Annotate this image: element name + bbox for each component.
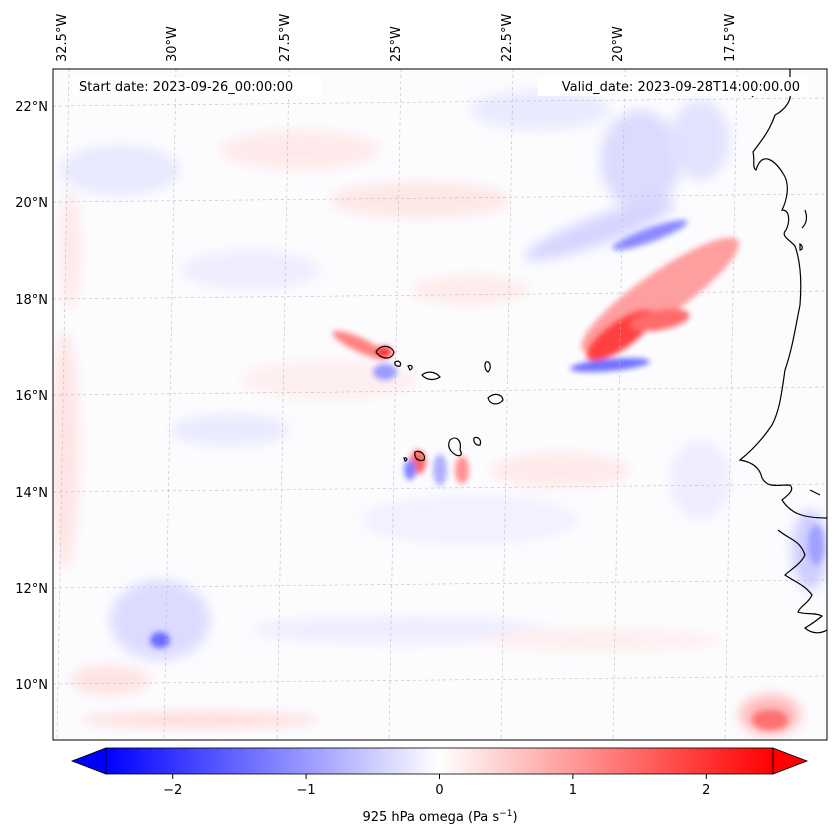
lon-label: 30°W (165, 26, 180, 62)
africa-coastline (777, 529, 827, 634)
gambia-river (809, 489, 821, 496)
colorbar-tick-label: 0 (435, 783, 443, 798)
island-sao-vicente (394, 360, 402, 367)
omega-patch (360, 495, 580, 545)
omega-patch (410, 275, 530, 305)
lat-label: 18°N (15, 293, 48, 308)
omega-patch (60, 145, 180, 195)
lon-label: 32.5°W (55, 14, 70, 62)
omega-patch (60, 190, 80, 310)
omega-patch (470, 90, 610, 130)
meridian-gridline (388, 69, 402, 740)
omega-patch (80, 712, 320, 728)
omega-field (53, 69, 827, 740)
colorbar-extend-max (772, 747, 809, 775)
island-brava (403, 457, 408, 462)
lon-label: 22.5°W (500, 14, 515, 62)
coast-detail (801, 209, 808, 229)
meridian-gridline (500, 69, 514, 740)
colorbar-tick-label: 1 (569, 783, 577, 798)
omega-patch (524, 199, 676, 261)
colorbar: −2 −1 0 1 2 925 hPa omega (Pa s−1) (70, 747, 809, 825)
omega-patch (330, 182, 510, 218)
island-maio (473, 436, 482, 446)
omega-patch (220, 130, 380, 170)
omega-streak-negative (433, 454, 447, 486)
omega-streak-negative (373, 364, 397, 380)
lon-label: 25°W (389, 26, 404, 62)
meridian-gridline (724, 69, 738, 740)
lon-label: 27.5°W (278, 14, 293, 62)
lat-label: 22°N (15, 100, 48, 115)
omega-patch (240, 360, 420, 400)
colorbar-tick-label: −2 (163, 783, 182, 798)
omega-patch (670, 100, 730, 180)
lat-label: 10°N (15, 678, 48, 693)
omega-streak-negative (150, 632, 170, 648)
omega-patch (110, 580, 210, 660)
colorbar-extend-min (70, 747, 107, 775)
omega-streak-negative (808, 525, 824, 565)
omega-patch (170, 414, 290, 446)
omega-streak-positive (752, 710, 788, 730)
island-fogo (414, 450, 425, 462)
lat-label: 20°N (15, 196, 48, 211)
island-santo-antao (375, 345, 395, 359)
island-santiago (448, 437, 462, 457)
omega-streak-positive (455, 456, 469, 484)
island-sao-nicolau (421, 371, 441, 381)
lon-label: 17.5°W (723, 14, 738, 62)
omega-patch (250, 616, 550, 644)
omega-streak-negative (570, 358, 650, 372)
lat-label: 16°N (15, 389, 48, 404)
omega-streak-positive (332, 330, 388, 360)
omega-patch (53, 330, 79, 570)
colorbar-tick-label: 2 (702, 783, 710, 798)
omega-patch (480, 628, 720, 652)
start-date-label: Start date: 2023-09-26_00:00:00 (79, 80, 293, 95)
start-date-box (72, 77, 322, 96)
map-panel: Start date: 2023-09-26_00:00:00 Valid_da… (52, 68, 828, 741)
lon-label: 20°W (611, 26, 626, 62)
valid-date-label: Valid_date: 2023-09-28T14:00:00.00 (562, 80, 800, 95)
island-santa-luzia (407, 364, 413, 371)
meridian-gridline (163, 69, 177, 740)
omega-streak-negative (404, 460, 416, 480)
lat-label: 14°N (15, 486, 48, 501)
latitude-labels: 22°N 20°N 18°N 16°N 14°N 12°N 10°N (15, 100, 48, 693)
colorbar-ticks: −2 −1 0 1 2 (163, 774, 710, 798)
omega-patch (180, 250, 320, 290)
meridian-gridline (612, 69, 626, 740)
lat-label: 12°N (15, 582, 48, 597)
omega-streak-positive (376, 346, 392, 358)
valid-date-box (538, 77, 808, 96)
omega-patch (600, 110, 680, 210)
meridian-gridline (56, 69, 70, 740)
colorbar-label-main: 925 hPa omega (Pa s (362, 810, 499, 825)
island-boa-vista (487, 393, 504, 405)
omega-patch (670, 440, 730, 520)
coast-detail (799, 242, 803, 251)
colorbar-label-exponent: −1 (499, 809, 512, 819)
omega-streak-negative (612, 219, 688, 251)
omega-patch (490, 452, 630, 488)
africa-coastline (738, 91, 827, 519)
colorbar-label: 925 hPa omega (Pa s−1) (362, 809, 517, 825)
colorbar-bar (105, 747, 774, 775)
colorbar-tick-label: −1 (297, 783, 316, 798)
meridian-gridline (276, 69, 290, 740)
omega-patch (70, 665, 150, 695)
map-frame (52, 68, 828, 741)
island-sal (484, 361, 491, 373)
colorbar-label-close: ) (512, 810, 517, 825)
gridlines (53, 69, 827, 740)
omega-streak-positive (630, 308, 690, 332)
longitude-labels: 32.5°W 30°W 27.5°W 25°W 22.5°W 20°W 17.5… (55, 14, 738, 62)
